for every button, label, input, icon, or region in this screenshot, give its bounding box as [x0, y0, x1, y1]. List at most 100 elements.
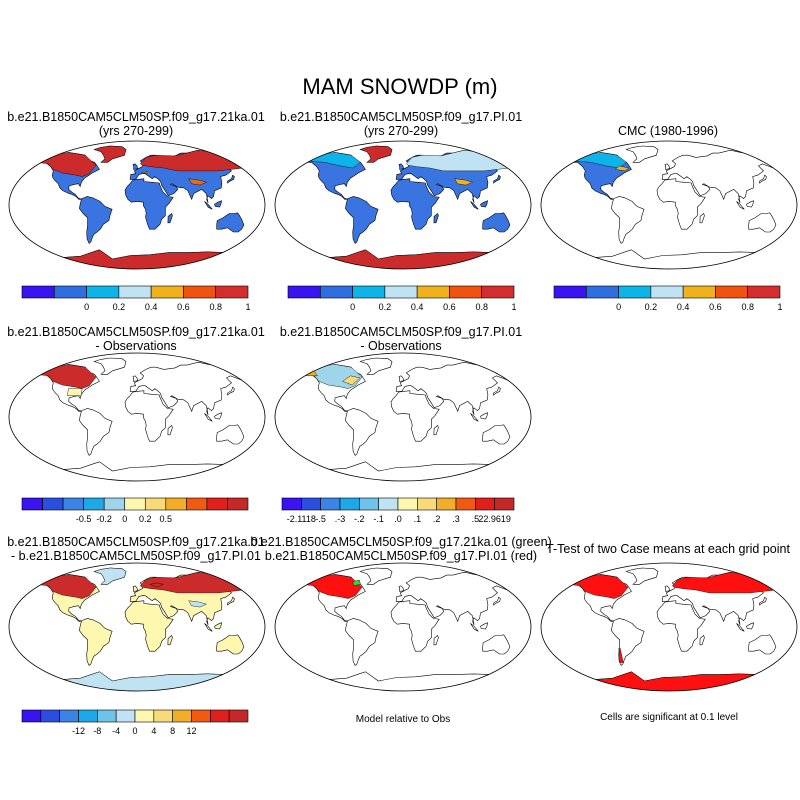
colorbar-label: 0.2	[645, 302, 658, 312]
panel-2-title-line1: b.e21.B1850CAM5CLM50SP.f09_g17.PI.01	[279, 110, 523, 124]
colorbar-diff-pi: -2.1118 -.5 .-3 -.2 -.1 .0 .1 .2 .3 .5 22.9619	[281, 497, 515, 524]
panel-4-title: b.e21.B1850CAM5CLM50SP.f09_g17.21ka.01 -…	[0, 325, 272, 353]
panel-9-title-line1: T-Test of two Case means at each grid po…	[546, 542, 790, 556]
colorbar-label: 8	[170, 726, 175, 736]
continent-mg	[167, 634, 173, 646]
colorbar-swatch	[153, 709, 173, 723]
colorbar-swatch	[118, 285, 152, 299]
panel-8-title: b.e21.B1850CAM5CLM50SP.f09_g17.21ka.01 (…	[246, 535, 556, 563]
field-region	[555, 671, 783, 691]
continent-indo	[736, 201, 745, 210]
colorbar-swatch	[417, 497, 437, 511]
map-panel-21ka-minus-obs	[8, 352, 266, 482]
map-land-group	[289, 357, 527, 481]
colorbar-label: 1	[511, 302, 516, 312]
colorbar-swatch	[416, 285, 450, 299]
continent-gr	[359, 357, 393, 375]
colorbar-label: -8	[93, 726, 101, 736]
colorbar-swatch	[455, 497, 476, 511]
continent-bor	[746, 200, 755, 208]
continent-bor	[480, 200, 489, 208]
colorbar-label: 0	[616, 302, 621, 312]
continent-au	[216, 634, 245, 655]
field-region	[352, 579, 361, 587]
colorbar-label: 0.2	[113, 302, 126, 312]
colorbar-swatch	[287, 285, 321, 299]
colorbar-swatch	[228, 709, 249, 723]
field-region	[29, 152, 97, 177]
continent-sa	[79, 196, 113, 244]
colorbar-swatch	[21, 497, 43, 511]
colorbar-label: 12	[186, 726, 196, 736]
panel-8-title-line1: b.e21.B1850CAM5CLM50SP.f09_g17.21ka.01 (…	[250, 535, 552, 549]
continent-indo	[204, 623, 213, 632]
field-region	[342, 375, 361, 386]
continent-jp	[227, 174, 235, 184]
map-land-group	[23, 357, 261, 481]
colorbar-swatch	[97, 709, 117, 723]
continent-au	[216, 212, 245, 233]
panel-5-title: b.e21.B1850CAM5CLM50SP.f09_g17.PI.01 - O…	[266, 325, 536, 353]
map-boundary	[8, 562, 266, 692]
colorbar-label: -4	[112, 726, 120, 736]
map-boundary	[8, 140, 266, 270]
colorbar-swatch	[186, 497, 208, 511]
colorbar-label: 0.8	[209, 302, 222, 312]
panel-1-title: b.e21.B1850CAM5CLM50SP.f09_g17.21ka.01 (…	[0, 110, 272, 138]
field-region	[93, 567, 127, 585]
continent-au	[482, 634, 511, 655]
map-panel-pi	[274, 140, 532, 270]
colorbar-label: .3	[452, 514, 460, 524]
colorbar-label: 1	[777, 302, 782, 312]
continent-au	[748, 212, 777, 233]
colorbar-label: -0.5	[76, 514, 92, 524]
colorbar-swatch	[449, 285, 483, 299]
continent-eu	[395, 571, 520, 626]
continent-sa	[611, 196, 645, 244]
continent-jp	[759, 174, 767, 184]
continent-gr	[359, 567, 393, 585]
colorbar-swatch	[618, 285, 652, 299]
map-panel-model-relative-obs	[274, 562, 532, 692]
colorbar-swatch	[115, 709, 136, 723]
continent-bor	[746, 622, 755, 630]
colorbar-label: -.1	[373, 514, 384, 524]
map-panel-21ka	[8, 140, 266, 270]
colorbar-swatch	[384, 285, 418, 299]
continent-indo	[204, 413, 213, 422]
panel-1-title-line2: (yrs 270-299)	[98, 124, 174, 138]
colorbar-snow-1: 0 0.2 0.4 0.6 0.8 1	[21, 285, 250, 312]
colorbar-swatch	[150, 285, 184, 299]
field-region	[93, 145, 127, 163]
colorbar-swatch	[215, 285, 249, 299]
map-panel-pi-minus-obs	[274, 352, 532, 482]
colorbar-swatch	[21, 709, 42, 723]
map-boundary	[8, 352, 266, 482]
continent-jp	[493, 174, 501, 184]
panel-5-title-line2: - Observations	[360, 339, 442, 353]
continent-an	[289, 671, 517, 691]
figure-title: MAM SNOWDP (m)	[302, 74, 498, 99]
colorbar-swatch	[62, 497, 84, 511]
colorbar-swatch	[42, 497, 64, 511]
colorbar-swatch	[650, 285, 684, 299]
colorbar-label: -.5	[315, 514, 326, 524]
continent-gr	[93, 357, 127, 375]
map-boundary	[274, 562, 532, 692]
continent-an	[289, 461, 517, 481]
map-boundary	[540, 140, 798, 270]
colorbar-swatch	[481, 285, 515, 299]
panel-4-title-line1: b.e21.B1850CAM5CLM50SP.f09_g17.21ka.01	[7, 325, 265, 339]
colorbar-swatch	[210, 709, 230, 723]
colorbar-swatch	[553, 285, 587, 299]
colorbar-swatch	[103, 497, 126, 511]
continent-indo	[204, 201, 213, 210]
field-region	[561, 574, 629, 599]
map-panel-cmc	[540, 140, 798, 270]
continent-indo	[470, 201, 479, 210]
panel-7-title-line1: b.e21.B1850CAM5CLM50SP.f09_g17.21ka.01	[7, 535, 265, 549]
continent-mg	[167, 212, 173, 224]
continent-bor	[214, 622, 223, 630]
panel-4-title-line2: - Observations	[95, 339, 177, 353]
field-region	[67, 388, 83, 396]
